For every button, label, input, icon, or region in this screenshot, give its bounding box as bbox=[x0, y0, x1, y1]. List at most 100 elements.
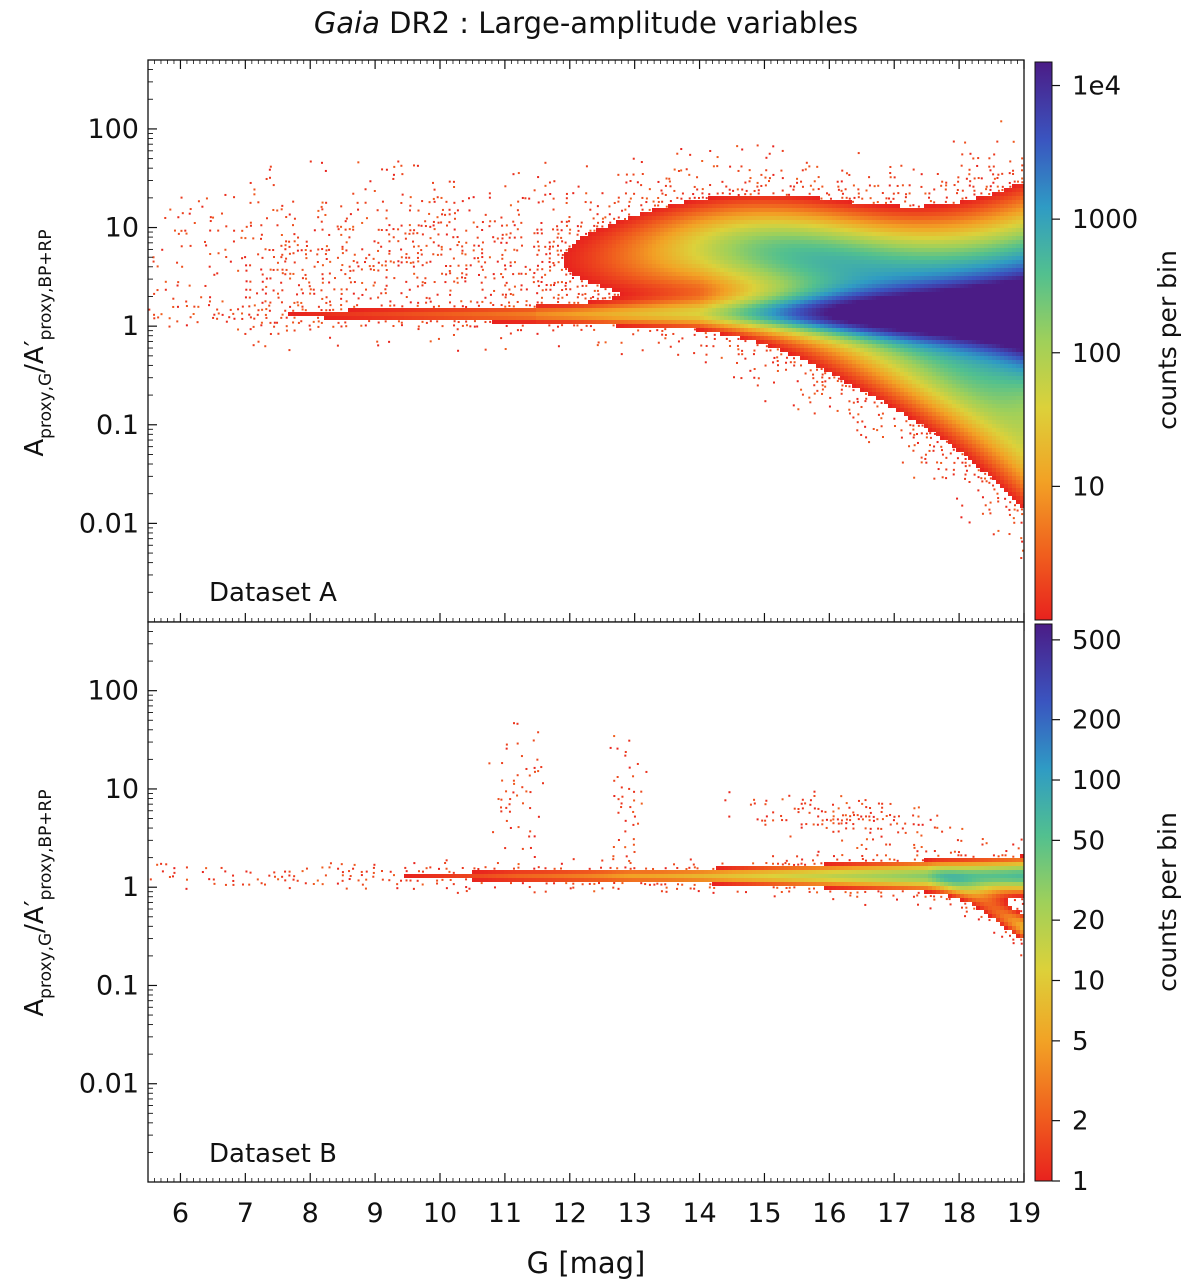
heatmap-cell bbox=[724, 332, 728, 336]
heatmap-cell bbox=[872, 344, 876, 348]
heatmap-cell bbox=[708, 324, 712, 328]
heatmap-cell bbox=[876, 304, 880, 308]
heatmap-cell bbox=[816, 324, 820, 328]
heatmap-cell bbox=[920, 352, 924, 356]
heatmap-cell bbox=[876, 204, 880, 208]
heatmap-cell bbox=[512, 293, 515, 296]
heatmap-cell bbox=[756, 268, 760, 272]
heatmap-cell bbox=[920, 173, 923, 176]
heatmap-cell bbox=[732, 292, 736, 296]
heatmap-cell bbox=[740, 260, 744, 264]
heatmap-cell bbox=[852, 248, 856, 252]
heatmap-cell bbox=[772, 328, 776, 332]
heatmap-cell bbox=[916, 208, 920, 212]
heatmap-cell bbox=[444, 308, 448, 312]
heatmap-cell bbox=[800, 236, 804, 240]
heatmap-cell bbox=[920, 324, 924, 328]
heatmap-cell bbox=[620, 264, 624, 268]
heatmap-cell bbox=[856, 380, 860, 384]
heatmap-cell bbox=[716, 320, 720, 324]
heatmap-cell bbox=[416, 276, 419, 279]
heatmap-cell bbox=[740, 204, 744, 208]
heatmap-cell bbox=[652, 292, 656, 296]
heatmap-cell bbox=[920, 280, 924, 284]
heatmap-cell bbox=[308, 285, 311, 288]
heatmap-cell bbox=[644, 292, 648, 296]
heatmap-cell bbox=[832, 244, 836, 248]
heatmap-cell bbox=[804, 168, 807, 171]
heatmap-cell bbox=[764, 216, 768, 220]
heatmap-cell bbox=[457, 264, 460, 267]
heatmap-cell bbox=[752, 308, 756, 312]
heatmap-cell bbox=[704, 232, 708, 236]
heatmap-cell bbox=[816, 276, 820, 280]
heatmap-cell bbox=[888, 372, 892, 376]
heatmap-cell bbox=[796, 232, 800, 236]
heatmap-cell bbox=[632, 304, 636, 308]
heatmap-cell bbox=[740, 268, 744, 272]
heatmap-cell bbox=[832, 216, 836, 220]
heatmap-cell bbox=[572, 260, 576, 264]
heatmap-cell bbox=[548, 248, 551, 251]
heatmap-cell bbox=[481, 252, 484, 255]
heatmap-cell bbox=[824, 316, 828, 320]
heatmap-cell bbox=[936, 428, 940, 432]
heatmap-cell bbox=[373, 189, 376, 192]
heatmap-cell bbox=[840, 360, 844, 364]
heatmap-cell bbox=[732, 260, 736, 264]
heatmap-cell bbox=[888, 236, 892, 240]
heatmap-cell bbox=[760, 244, 764, 248]
heatmap-cell bbox=[868, 248, 872, 252]
heatmap-cell bbox=[768, 200, 772, 204]
heatmap-cell bbox=[793, 361, 796, 364]
heatmap-cell bbox=[920, 220, 924, 224]
heatmap-cell bbox=[924, 276, 928, 280]
heatmap-cell bbox=[832, 224, 836, 228]
heatmap-cell bbox=[565, 293, 568, 296]
heatmap-cell bbox=[680, 292, 684, 296]
heatmap-cell bbox=[668, 308, 672, 312]
heatmap-cell bbox=[768, 260, 772, 264]
heatmap-cell bbox=[556, 244, 559, 247]
heatmap-cell bbox=[680, 304, 684, 308]
heatmap-cell bbox=[752, 324, 756, 328]
heatmap-cell bbox=[624, 284, 628, 288]
heatmap-cell bbox=[912, 408, 916, 412]
heatmap-cell bbox=[868, 288, 872, 292]
heatmap-cell bbox=[596, 312, 600, 316]
heatmap-cell bbox=[808, 276, 812, 280]
heatmap-cell bbox=[652, 268, 656, 272]
heatmap-cell bbox=[520, 221, 523, 224]
heatmap-cell bbox=[564, 312, 568, 316]
heatmap-cell bbox=[624, 324, 628, 328]
heatmap-cell bbox=[844, 372, 848, 376]
heatmap-cell bbox=[808, 296, 812, 300]
heatmap-cell bbox=[784, 328, 788, 332]
heatmap-cell bbox=[908, 224, 912, 228]
heatmap-cell bbox=[764, 280, 768, 284]
heatmap-cell bbox=[708, 276, 712, 280]
heatmap-cell bbox=[852, 240, 856, 244]
heatmap-cell bbox=[728, 324, 732, 328]
heatmap-cell bbox=[692, 272, 696, 276]
heatmap-cell bbox=[844, 188, 847, 191]
heatmap-cell bbox=[896, 268, 900, 272]
heatmap-cell bbox=[716, 220, 720, 224]
heatmap-cell bbox=[644, 272, 648, 276]
heatmap-cell bbox=[908, 336, 912, 340]
heatmap-cell bbox=[644, 244, 648, 248]
heatmap-cell bbox=[808, 320, 812, 324]
heatmap-cell bbox=[648, 236, 652, 240]
heatmap-cell bbox=[932, 332, 936, 336]
heatmap-cell bbox=[360, 324, 363, 327]
heatmap-cell bbox=[684, 320, 688, 324]
heatmap-cell bbox=[704, 320, 708, 324]
heatmap-cell bbox=[808, 216, 812, 220]
heatmap-cell bbox=[844, 256, 848, 260]
heatmap-cell bbox=[565, 224, 568, 227]
heatmap-cell bbox=[596, 304, 600, 308]
heatmap-cell bbox=[844, 356, 848, 360]
heatmap-cell bbox=[292, 252, 295, 255]
heatmap-cell bbox=[908, 376, 912, 380]
heatmap-cell bbox=[780, 288, 784, 292]
